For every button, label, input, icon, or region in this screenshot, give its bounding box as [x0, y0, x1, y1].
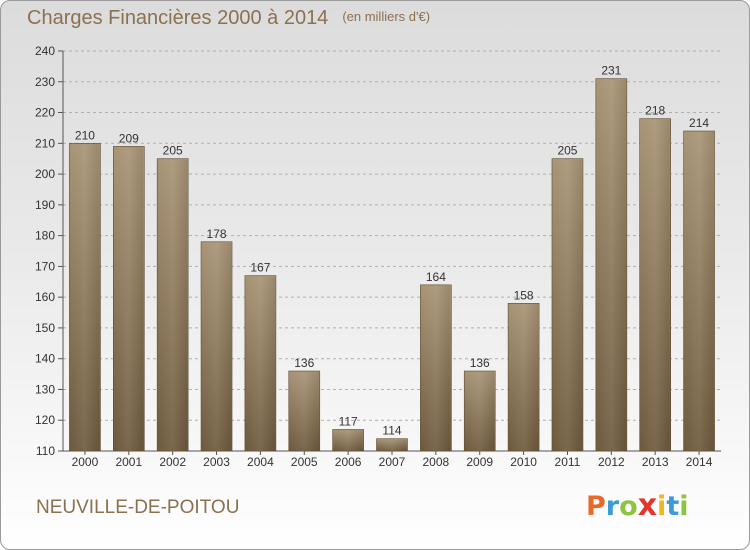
- y-tick-label: 200: [35, 167, 55, 181]
- chart-title: Charges Financières 2000 à 2014 (en milli…: [27, 7, 430, 30]
- x-tick-label: 2001: [115, 455, 142, 469]
- y-tick-label: 130: [35, 382, 55, 396]
- data-label: 210: [75, 128, 95, 142]
- bar-shine: [684, 132, 714, 451]
- bar-shine: [377, 439, 407, 451]
- bars: [69, 78, 715, 452]
- data-label: 178: [207, 227, 227, 241]
- y-tick-label: 220: [35, 106, 55, 120]
- proxiti-logo: Proxiti: [586, 488, 689, 523]
- logo-letter: i: [679, 491, 689, 522]
- y-tick-label: 150: [35, 321, 55, 335]
- logo-letter: o: [619, 491, 638, 522]
- y-tick-label: 190: [35, 198, 55, 212]
- y-tick-label: 140: [35, 352, 55, 366]
- bar-shine: [289, 372, 319, 451]
- data-label: 205: [163, 144, 183, 158]
- x-tick-label: 2004: [247, 455, 274, 469]
- x-tick-label: 2000: [72, 455, 99, 469]
- bar-shine: [333, 430, 363, 451]
- data-label: 205: [557, 144, 577, 158]
- x-tick-label: 2014: [686, 455, 713, 469]
- bar-shine: [70, 144, 100, 452]
- chart-subtitle: (en milliers d'€): [342, 9, 431, 24]
- logo-letter: P: [586, 491, 606, 522]
- x-tick-label: 2007: [379, 455, 406, 469]
- logo-letter: i: [657, 491, 667, 522]
- y-tick-label: 110: [36, 444, 55, 458]
- y-tick-label: 170: [35, 259, 55, 273]
- commune-name: NEUVILLE-DE-POITOU: [36, 497, 240, 518]
- x-tick-label: 2006: [335, 455, 362, 469]
- data-label: 136: [294, 356, 314, 370]
- bar-shine: [640, 119, 670, 451]
- bar-shine: [596, 79, 626, 451]
- x-tick-label: 2002: [159, 455, 186, 469]
- bar-shine: [114, 147, 144, 451]
- y-tick-label: 230: [35, 75, 55, 89]
- data-label: 136: [470, 356, 490, 370]
- logo-letter: x: [637, 488, 658, 523]
- x-tick-label: 2013: [642, 455, 669, 469]
- logo-letter: t: [666, 491, 680, 522]
- data-label: 167: [250, 261, 270, 275]
- bar-shine: [509, 304, 539, 451]
- y-tick-label: 240: [35, 44, 55, 58]
- data-label: 231: [601, 64, 621, 78]
- labels: 210 2000 209 2001 205 2002 178 2003 167 2004 136 20…: [72, 64, 713, 469]
- x-tick-label: 2012: [598, 455, 625, 469]
- bar-shine: [245, 276, 275, 451]
- bar-shine: [158, 159, 188, 451]
- y-tick-label: 120: [35, 413, 55, 427]
- x-tick-label: 2005: [291, 455, 318, 469]
- x-tick-label: 2009: [466, 455, 493, 469]
- data-label: 164: [426, 270, 446, 284]
- x-tick-label: 2010: [510, 455, 537, 469]
- data-label: 158: [514, 288, 534, 302]
- bar-shine: [421, 285, 451, 451]
- x-tick-label: 2011: [555, 455, 581, 469]
- bar-shine: [202, 242, 232, 451]
- logo-letter: r: [605, 491, 620, 522]
- bar-shine: [552, 159, 582, 451]
- data-label: 214: [689, 116, 709, 130]
- y-tick-label: 160: [35, 290, 55, 304]
- bar-shine: [465, 372, 495, 451]
- data-label: 117: [339, 414, 358, 428]
- x-tick-label: 2008: [423, 455, 450, 469]
- y-tick-label: 210: [35, 136, 55, 150]
- data-label: 209: [119, 131, 139, 145]
- chart-title-text: Charges Financières 2000 à 2014: [27, 7, 329, 29]
- data-label: 218: [645, 104, 665, 118]
- x-tick-label: 2003: [203, 455, 230, 469]
- data-label: 114: [382, 424, 401, 438]
- y-tick-label: 180: [35, 229, 55, 243]
